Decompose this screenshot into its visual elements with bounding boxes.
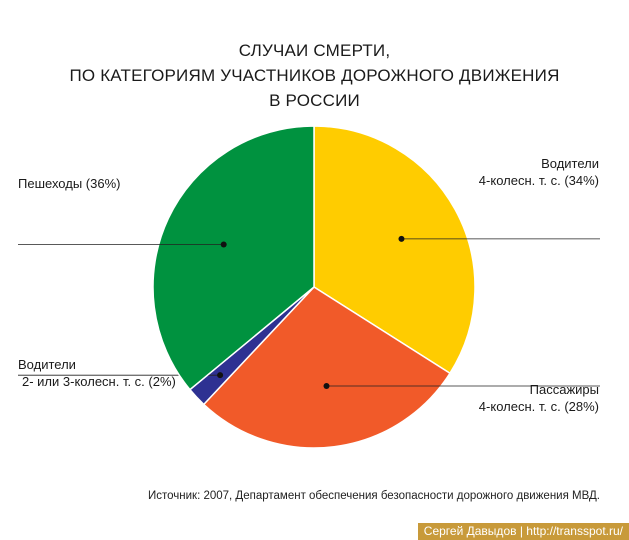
slice-label-pedestrians-line-1: Пешеходы (36%) [18,176,121,191]
slice-drivers-4wheel-leader-dot [398,235,405,242]
slice-label-drivers-2wheel-line-1: Водители [18,357,76,372]
slice-passengers [202,286,451,449]
chart-title: СЛУЧАИ СМЕРТИ, ПО КАТЕГОРИЯМ УЧАСТНИКОВ … [0,38,629,113]
slice-passengers-leader-dot [323,383,330,390]
slice-drivers-2wheel-leader-dot [217,372,224,379]
slice-pedestrians-leader-dot [220,241,227,248]
slice-label-drivers-4wheel-line-2: 4-колесн. т. с. (34%) [478,173,599,188]
slice-label-passengers-line-2: 4-колесн. т. с. (28%) [478,399,599,414]
slice-label-drivers-2wheel: Водители 2- или 3-колесн. т. с. (2%) [18,356,176,390]
slice-pedestrians [152,125,315,391]
source-note: Источник: 2007, Департамент обеспечения … [147,490,600,502]
chart-title-line-2: ПО КАТЕГОРИЯМ УЧАСТНИКОВ ДОРОЖНОГО ДВИЖЕ… [69,66,560,85]
slice-label-passengers-line-1: Пассажиры [529,382,599,397]
slice-label-pedestrians: Пешеходы (36%) [18,175,120,192]
slice-drivers-4wheel [313,125,476,375]
slice-label-drivers-4wheel: Водители 4-колесн. т. с. (34%) [479,155,599,189]
chart-title-line-3: В РОССИИ [269,91,360,110]
credit-watermark: Сергей Давыдов | http://transspot.ru/ [417,523,629,540]
slice-label-passengers: Пассажиры 4-колесн. т. с. (28%) [479,381,599,415]
slice-label-drivers-2wheel-line-2: 2- или 3-колесн. т. с. (2%) [22,374,176,389]
slice-label-drivers-4wheel-line-1: Водители [541,156,599,171]
chart-title-line-1: СЛУЧАИ СМЕРТИ, [238,41,391,60]
